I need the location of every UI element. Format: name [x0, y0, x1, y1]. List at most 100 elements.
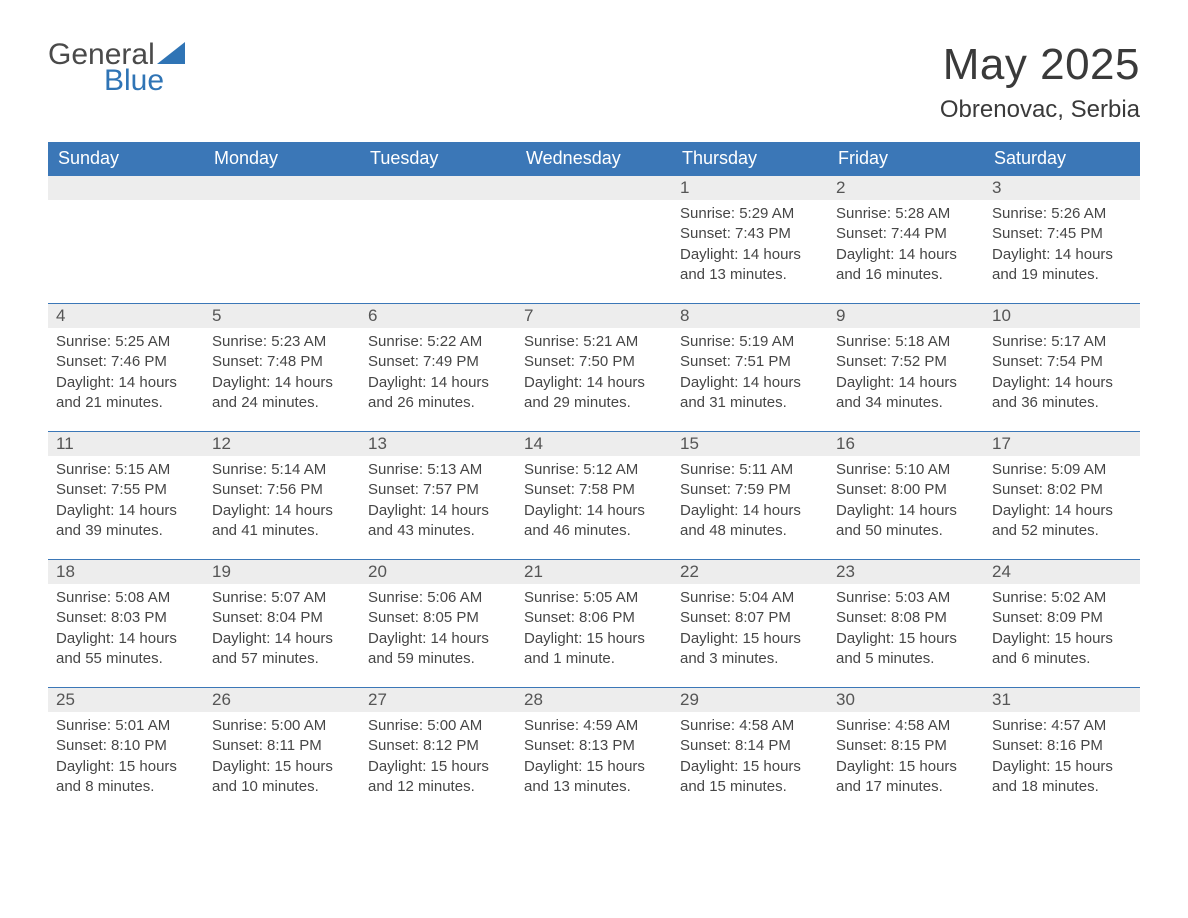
sunset-text: Sunset: 7:52 PM	[836, 352, 976, 372]
day-details: Sunrise: 5:04 AMSunset: 8:07 PMDaylight:…	[672, 584, 828, 677]
sunrise-text: Sunrise: 5:00 AM	[212, 716, 352, 736]
sunrise-text: Sunrise: 5:26 AM	[992, 204, 1132, 224]
daylight-text: Daylight: 15 hours and 17 minutes.	[836, 757, 976, 798]
sunrise-text: Sunrise: 5:21 AM	[524, 332, 664, 352]
calendar-cell: 19Sunrise: 5:07 AMSunset: 8:04 PMDayligh…	[204, 559, 360, 687]
sunset-text: Sunset: 7:49 PM	[368, 352, 508, 372]
day-number-empty	[48, 175, 204, 200]
sunrise-text: Sunrise: 5:08 AM	[56, 588, 196, 608]
sunrise-text: Sunrise: 5:02 AM	[992, 588, 1132, 608]
day-number: 26	[204, 687, 360, 712]
sunrise-text: Sunrise: 5:15 AM	[56, 460, 196, 480]
sunrise-text: Sunrise: 5:25 AM	[56, 332, 196, 352]
day-details: Sunrise: 5:01 AMSunset: 8:10 PMDaylight:…	[48, 712, 204, 805]
daylight-text: Daylight: 14 hours and 50 minutes.	[836, 501, 976, 542]
day-number: 13	[360, 431, 516, 456]
col-wednesday: Wednesday	[516, 142, 672, 175]
day-number: 24	[984, 559, 1140, 584]
day-number: 5	[204, 303, 360, 328]
day-details: Sunrise: 5:07 AMSunset: 8:04 PMDaylight:…	[204, 584, 360, 677]
sunrise-text: Sunrise: 5:13 AM	[368, 460, 508, 480]
day-details: Sunrise: 5:13 AMSunset: 7:57 PMDaylight:…	[360, 456, 516, 549]
location-label: Obrenovac, Serbia	[940, 96, 1140, 124]
daylight-text: Daylight: 14 hours and 39 minutes.	[56, 501, 196, 542]
calendar-week: 25Sunrise: 5:01 AMSunset: 8:10 PMDayligh…	[48, 687, 1140, 815]
daylight-text: Daylight: 14 hours and 34 minutes.	[836, 373, 976, 414]
sunrise-text: Sunrise: 4:58 AM	[836, 716, 976, 736]
day-number: 14	[516, 431, 672, 456]
sunset-text: Sunset: 8:12 PM	[368, 736, 508, 756]
day-number-empty	[516, 175, 672, 200]
daylight-text: Daylight: 14 hours and 46 minutes.	[524, 501, 664, 542]
day-number: 30	[828, 687, 984, 712]
sunset-text: Sunset: 8:15 PM	[836, 736, 976, 756]
logo-text-blue: Blue	[104, 66, 185, 96]
sunset-text: Sunset: 7:48 PM	[212, 352, 352, 372]
sunset-text: Sunset: 8:08 PM	[836, 608, 976, 628]
day-number: 31	[984, 687, 1140, 712]
daylight-text: Daylight: 15 hours and 18 minutes.	[992, 757, 1132, 798]
day-number: 2	[828, 175, 984, 200]
sunset-text: Sunset: 8:03 PM	[56, 608, 196, 628]
sunrise-text: Sunrise: 5:01 AM	[56, 716, 196, 736]
calendar-cell: 7Sunrise: 5:21 AMSunset: 7:50 PMDaylight…	[516, 303, 672, 431]
sunrise-text: Sunrise: 5:18 AM	[836, 332, 976, 352]
day-details: Sunrise: 5:03 AMSunset: 8:08 PMDaylight:…	[828, 584, 984, 677]
day-number: 29	[672, 687, 828, 712]
sunset-text: Sunset: 8:06 PM	[524, 608, 664, 628]
calendar-week: 18Sunrise: 5:08 AMSunset: 8:03 PMDayligh…	[48, 559, 1140, 687]
daylight-text: Daylight: 14 hours and 16 minutes.	[836, 245, 976, 286]
calendar-cell: 27Sunrise: 5:00 AMSunset: 8:12 PMDayligh…	[360, 687, 516, 815]
day-details: Sunrise: 4:58 AMSunset: 8:14 PMDaylight:…	[672, 712, 828, 805]
sunrise-text: Sunrise: 5:00 AM	[368, 716, 508, 736]
calendar-cell: 17Sunrise: 5:09 AMSunset: 8:02 PMDayligh…	[984, 431, 1140, 559]
sunset-text: Sunset: 7:46 PM	[56, 352, 196, 372]
day-number-empty	[204, 175, 360, 200]
day-details: Sunrise: 5:28 AMSunset: 7:44 PMDaylight:…	[828, 200, 984, 293]
sunrise-text: Sunrise: 5:12 AM	[524, 460, 664, 480]
sunset-text: Sunset: 7:50 PM	[524, 352, 664, 372]
calendar-cell: 6Sunrise: 5:22 AMSunset: 7:49 PMDaylight…	[360, 303, 516, 431]
day-details: Sunrise: 5:21 AMSunset: 7:50 PMDaylight:…	[516, 328, 672, 421]
daylight-text: Daylight: 14 hours and 24 minutes.	[212, 373, 352, 414]
calendar-cell: 3Sunrise: 5:26 AMSunset: 7:45 PMDaylight…	[984, 175, 1140, 303]
col-friday: Friday	[828, 142, 984, 175]
calendar-cell: 31Sunrise: 4:57 AMSunset: 8:16 PMDayligh…	[984, 687, 1140, 815]
calendar-cell: 23Sunrise: 5:03 AMSunset: 8:08 PMDayligh…	[828, 559, 984, 687]
sunset-text: Sunset: 7:56 PM	[212, 480, 352, 500]
col-saturday: Saturday	[984, 142, 1140, 175]
day-details: Sunrise: 5:14 AMSunset: 7:56 PMDaylight:…	[204, 456, 360, 549]
calendar-cell: 20Sunrise: 5:06 AMSunset: 8:05 PMDayligh…	[360, 559, 516, 687]
calendar-cell	[516, 175, 672, 303]
sunset-text: Sunset: 8:14 PM	[680, 736, 820, 756]
sunrise-text: Sunrise: 5:11 AM	[680, 460, 820, 480]
day-number: 21	[516, 559, 672, 584]
sunset-text: Sunset: 7:51 PM	[680, 352, 820, 372]
calendar-cell: 28Sunrise: 4:59 AMSunset: 8:13 PMDayligh…	[516, 687, 672, 815]
daylight-text: Daylight: 15 hours and 12 minutes.	[368, 757, 508, 798]
day-details: Sunrise: 5:08 AMSunset: 8:03 PMDaylight:…	[48, 584, 204, 677]
daylight-text: Daylight: 14 hours and 26 minutes.	[368, 373, 508, 414]
sunrise-text: Sunrise: 5:03 AM	[836, 588, 976, 608]
sunset-text: Sunset: 7:43 PM	[680, 224, 820, 244]
daylight-text: Daylight: 15 hours and 8 minutes.	[56, 757, 196, 798]
sunset-text: Sunset: 8:13 PM	[524, 736, 664, 756]
sunrise-text: Sunrise: 4:58 AM	[680, 716, 820, 736]
day-number: 4	[48, 303, 204, 328]
day-details: Sunrise: 5:06 AMSunset: 8:05 PMDaylight:…	[360, 584, 516, 677]
daylight-text: Daylight: 14 hours and 13 minutes.	[680, 245, 820, 286]
day-number: 19	[204, 559, 360, 584]
daylight-text: Daylight: 14 hours and 55 minutes.	[56, 629, 196, 670]
calendar-cell: 12Sunrise: 5:14 AMSunset: 7:56 PMDayligh…	[204, 431, 360, 559]
daylight-text: Daylight: 15 hours and 1 minute.	[524, 629, 664, 670]
day-details: Sunrise: 5:10 AMSunset: 8:00 PMDaylight:…	[828, 456, 984, 549]
daylight-text: Daylight: 14 hours and 31 minutes.	[680, 373, 820, 414]
calendar-cell: 25Sunrise: 5:01 AMSunset: 8:10 PMDayligh…	[48, 687, 204, 815]
day-details: Sunrise: 5:19 AMSunset: 7:51 PMDaylight:…	[672, 328, 828, 421]
day-number-empty	[360, 175, 516, 200]
day-details: Sunrise: 5:11 AMSunset: 7:59 PMDaylight:…	[672, 456, 828, 549]
calendar-week: 4 Sunrise: 5:25 AMSunset: 7:46 PM Daylight…	[48, 303, 1140, 431]
sunrise-text: Sunrise: 5:07 AM	[212, 588, 352, 608]
page-header: General Blue May 2025 Obrenovac, Serbia	[48, 40, 1140, 124]
calendar-cell: 18Sunrise: 5:08 AMSunset: 8:03 PMDayligh…	[48, 559, 204, 687]
